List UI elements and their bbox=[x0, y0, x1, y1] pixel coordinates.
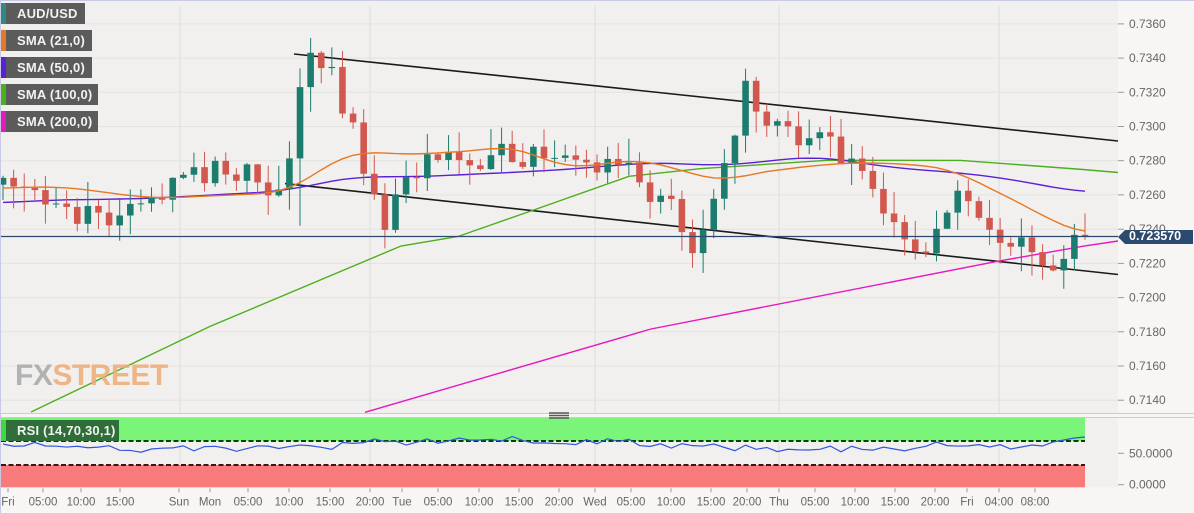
svg-text:0.7160: 0.7160 bbox=[1129, 359, 1166, 373]
svg-text:Sun: Sun bbox=[169, 496, 189, 508]
svg-text:20:00: 20:00 bbox=[356, 496, 385, 508]
svg-text:10:00: 10:00 bbox=[657, 496, 686, 508]
svg-text:0.7340: 0.7340 bbox=[1129, 51, 1166, 65]
svg-text:0.7320: 0.7320 bbox=[1129, 85, 1166, 99]
svg-text:20:00: 20:00 bbox=[733, 496, 762, 508]
svg-text:20:00: 20:00 bbox=[921, 496, 950, 508]
svg-text:50.0000: 50.0000 bbox=[1129, 446, 1173, 460]
svg-text:0.7280: 0.7280 bbox=[1129, 154, 1166, 168]
svg-text:Wed: Wed bbox=[583, 496, 606, 508]
svg-text:0.7200: 0.7200 bbox=[1129, 291, 1166, 305]
svg-text:15:00: 15:00 bbox=[881, 496, 910, 508]
svg-text:15:00: 15:00 bbox=[697, 496, 726, 508]
svg-text:10:00: 10:00 bbox=[275, 496, 304, 508]
svg-text:04:00: 04:00 bbox=[985, 496, 1014, 508]
svg-text:08:00: 08:00 bbox=[1021, 496, 1050, 508]
svg-text:Mon: Mon bbox=[199, 496, 221, 508]
svg-text:Tue: Tue bbox=[392, 496, 411, 508]
svg-text:05:00: 05:00 bbox=[424, 496, 453, 508]
svg-text:Fri: Fri bbox=[960, 496, 973, 508]
svg-text:15:00: 15:00 bbox=[106, 496, 135, 508]
svg-text:05:00: 05:00 bbox=[801, 496, 830, 508]
svg-text:0.7360: 0.7360 bbox=[1129, 17, 1166, 31]
svg-text:Fri: Fri bbox=[1, 496, 14, 508]
svg-text:0.7260: 0.7260 bbox=[1129, 188, 1166, 202]
svg-text:05:00: 05:00 bbox=[29, 496, 58, 508]
svg-text:10:00: 10:00 bbox=[67, 496, 96, 508]
svg-text:Thu: Thu bbox=[769, 496, 789, 508]
svg-text:20:00: 20:00 bbox=[545, 496, 574, 508]
svg-text:15:00: 15:00 bbox=[316, 496, 345, 508]
svg-text:10:00: 10:00 bbox=[465, 496, 494, 508]
svg-text:0.7300: 0.7300 bbox=[1129, 120, 1166, 134]
svg-text:05:00: 05:00 bbox=[617, 496, 646, 508]
svg-text:0.7140: 0.7140 bbox=[1129, 393, 1166, 407]
svg-text:10:00: 10:00 bbox=[841, 496, 870, 508]
svg-text:0.7220: 0.7220 bbox=[1129, 256, 1166, 270]
svg-text:0.0000: 0.0000 bbox=[1129, 478, 1166, 492]
svg-text:15:00: 15:00 bbox=[505, 496, 534, 508]
svg-text:0.7180: 0.7180 bbox=[1129, 325, 1166, 339]
svg-text:05:00: 05:00 bbox=[234, 496, 263, 508]
